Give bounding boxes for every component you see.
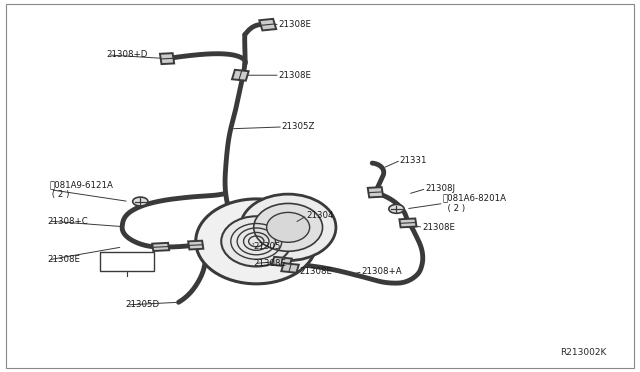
Bar xyxy=(282,263,299,273)
Bar xyxy=(399,218,417,227)
Text: Ⓑ081A9-6121A
 ( 2 ): Ⓑ081A9-6121A ( 2 ) xyxy=(49,180,113,199)
Text: 21305Z: 21305Z xyxy=(282,122,315,131)
Text: 21308E: 21308E xyxy=(300,267,333,276)
Text: 21305D: 21305D xyxy=(125,300,160,310)
Bar xyxy=(188,241,204,250)
Ellipse shape xyxy=(196,199,317,284)
Text: 21308E: 21308E xyxy=(253,259,286,268)
Text: R213002K: R213002K xyxy=(561,347,607,357)
Ellipse shape xyxy=(241,194,336,260)
Bar xyxy=(232,70,249,81)
Bar xyxy=(259,19,276,31)
Bar xyxy=(100,253,154,271)
Text: 21308+D: 21308+D xyxy=(106,51,148,60)
Text: 21308+C: 21308+C xyxy=(47,217,88,225)
Circle shape xyxy=(389,205,404,213)
Text: 21308E: 21308E xyxy=(47,255,80,264)
Ellipse shape xyxy=(253,203,323,251)
Text: 21308J: 21308J xyxy=(425,184,455,193)
Bar xyxy=(152,243,169,251)
Text: 21304: 21304 xyxy=(306,211,333,220)
Bar xyxy=(160,53,174,64)
Text: 21308E: 21308E xyxy=(422,223,455,232)
Text: 21308E: 21308E xyxy=(278,71,312,80)
Text: 21308E: 21308E xyxy=(278,20,312,29)
Text: 21331: 21331 xyxy=(399,155,427,165)
Text: 21308+A: 21308+A xyxy=(362,267,402,276)
Bar xyxy=(272,257,292,267)
Text: Ⓑ081A6-8201A
  ( 2 ): Ⓑ081A6-8201A ( 2 ) xyxy=(442,194,506,213)
Circle shape xyxy=(132,197,148,206)
Ellipse shape xyxy=(267,212,310,242)
Ellipse shape xyxy=(221,216,291,266)
Text: 21305: 21305 xyxy=(253,243,280,251)
Bar xyxy=(368,187,383,198)
